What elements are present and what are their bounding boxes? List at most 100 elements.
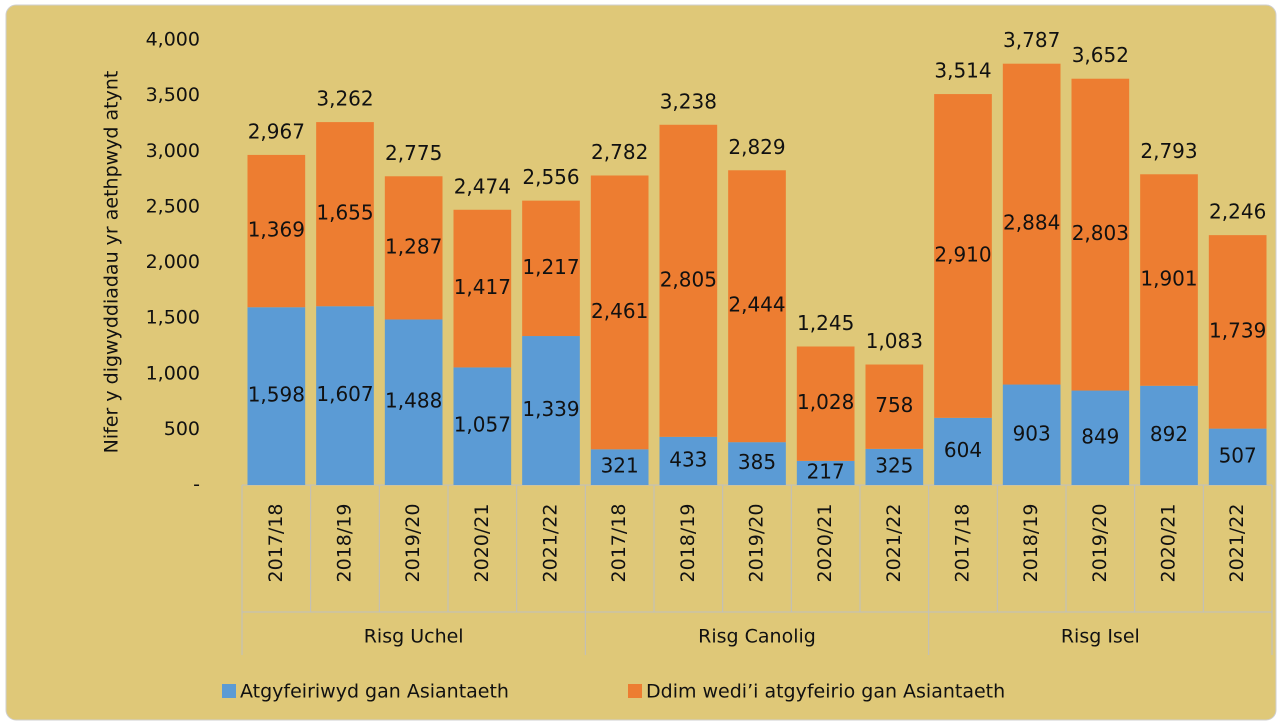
data-label: 604 xyxy=(944,438,982,462)
data-label: 892 xyxy=(1150,422,1188,446)
y-tick-label: 500 xyxy=(164,418,200,440)
bar-segment xyxy=(384,176,443,320)
x-tick-label: 2021/22 xyxy=(540,504,562,583)
group-label: Risg Canolig xyxy=(698,626,816,648)
x-tick-label: 2020/21 xyxy=(1158,504,1180,583)
y-tick-label: - xyxy=(193,474,200,496)
data-label: 1,655 xyxy=(316,201,373,225)
data-label: 1,739 xyxy=(1209,318,1266,342)
y-tick-label: 4,000 xyxy=(146,29,200,51)
total-label: 2,474 xyxy=(454,174,511,198)
x-tick-label: 2020/21 xyxy=(814,504,836,583)
bar-segment xyxy=(453,367,512,485)
bar-segment xyxy=(865,448,924,485)
y-tick-label: 1,000 xyxy=(146,362,200,384)
data-label: 2,803 xyxy=(1072,221,1129,245)
data-label: 1,057 xyxy=(454,413,511,437)
bar-segment xyxy=(1140,174,1198,386)
total-label: 3,514 xyxy=(934,59,991,83)
total-label: 2,793 xyxy=(1140,139,1197,163)
legend-label: Atgyfeiriwyd gan Asiantaeth xyxy=(240,681,509,703)
x-tick-label: 2018/19 xyxy=(677,504,699,583)
bar-segment xyxy=(1002,384,1061,485)
total-label: 1,083 xyxy=(866,329,923,353)
data-label: 507 xyxy=(1219,443,1257,467)
data-label: 1,607 xyxy=(316,382,373,406)
bar-segment xyxy=(1071,78,1130,391)
data-label: 1,369 xyxy=(248,218,305,242)
bar-segment xyxy=(247,307,306,485)
total-label: 3,652 xyxy=(1072,43,1129,67)
data-label: 2,461 xyxy=(591,299,648,323)
data-label: 849 xyxy=(1081,424,1119,448)
group-label: Risg Uchel xyxy=(364,626,464,648)
y-tick-label: 3,500 xyxy=(146,84,200,106)
bar-segment xyxy=(865,364,924,449)
x-tick-label: 2017/18 xyxy=(608,504,630,583)
x-tick-label: 2021/22 xyxy=(883,504,905,583)
data-label: 2,444 xyxy=(728,293,785,317)
x-tick-label: 2020/21 xyxy=(471,504,493,583)
data-label: 1,488 xyxy=(385,389,442,413)
bar-segment xyxy=(522,336,580,485)
data-label: 1,339 xyxy=(522,397,579,421)
data-label: 2,805 xyxy=(660,267,717,291)
bar-segment xyxy=(1002,63,1061,385)
bar-segment xyxy=(590,449,649,485)
group-label: Risg Isel xyxy=(1061,626,1140,648)
data-label: 1,217 xyxy=(522,255,579,279)
bar-segment xyxy=(934,417,992,485)
total-label: 2,556 xyxy=(522,165,579,189)
y-tick-label: 2,000 xyxy=(146,251,200,273)
bar-segment xyxy=(1208,235,1267,429)
bar-segment xyxy=(453,209,512,368)
data-label: 1,028 xyxy=(797,390,854,414)
legend-swatch xyxy=(222,684,236,698)
data-label: 1,287 xyxy=(385,234,442,258)
data-label: 433 xyxy=(669,447,707,471)
x-tick-label: 2018/19 xyxy=(334,504,356,583)
data-label: 2,910 xyxy=(934,242,991,266)
y-tick-label: 2,500 xyxy=(146,195,200,217)
bar-segment xyxy=(659,436,718,485)
data-label: 2,884 xyxy=(1003,211,1060,235)
bar-segment xyxy=(796,346,855,461)
legend-label: Ddim wedi’i atgyfeirio gan Asiantaeth xyxy=(646,681,1005,703)
x-tick-label: 2019/20 xyxy=(1089,504,1111,583)
data-label: 758 xyxy=(875,393,913,417)
y-tick-label: 3,000 xyxy=(146,140,200,162)
total-label: 3,238 xyxy=(660,89,717,113)
data-label: 321 xyxy=(601,454,639,478)
total-label: 2,775 xyxy=(385,141,442,165)
bar-segment xyxy=(316,306,374,485)
total-label: 2,829 xyxy=(728,135,785,159)
data-label: 217 xyxy=(807,459,845,483)
bar-segment xyxy=(796,460,855,485)
y-axis-label: Nifer y digwyddiadau yr aethpwyd atynt xyxy=(101,71,123,454)
bar-segment xyxy=(522,200,580,337)
total-label: 3,262 xyxy=(316,87,373,111)
data-label: 1,901 xyxy=(1140,267,1197,291)
bar-segment xyxy=(728,442,786,485)
x-tick-label: 2019/20 xyxy=(746,504,768,583)
total-label: 2,967 xyxy=(248,119,305,143)
data-label: 1,417 xyxy=(454,275,511,299)
bar-segment xyxy=(934,94,992,418)
bar-segment xyxy=(659,124,718,437)
x-tick-label: 2018/19 xyxy=(1020,504,1042,583)
data-label: 325 xyxy=(875,453,913,477)
x-tick-label: 2017/18 xyxy=(265,504,287,583)
data-label: 903 xyxy=(1013,421,1051,445)
total-label: 1,245 xyxy=(797,311,854,335)
bar-segment xyxy=(247,154,306,308)
total-label: 2,782 xyxy=(591,140,648,164)
x-tick-label: 2021/22 xyxy=(1226,504,1248,583)
bar-segment xyxy=(384,319,443,485)
bar-segment xyxy=(316,122,374,307)
bar-segment xyxy=(728,170,786,443)
y-tick-label: 1,500 xyxy=(146,307,200,329)
data-label: 385 xyxy=(738,450,776,474)
bar-segment xyxy=(1071,390,1130,485)
